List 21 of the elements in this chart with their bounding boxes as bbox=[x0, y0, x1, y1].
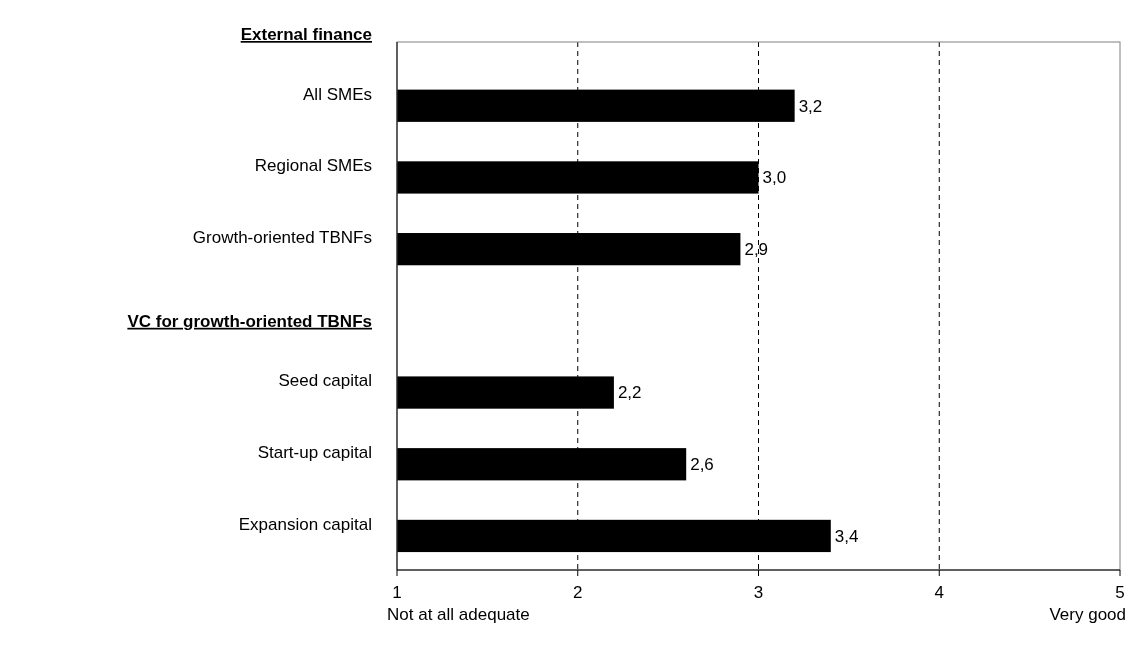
y-tick-label: Expansion capital bbox=[238, 514, 372, 534]
x-tick-label: 1 bbox=[392, 583, 402, 602]
y-tick-label: Regional SMEs bbox=[254, 156, 372, 176]
data-label: 3,0 bbox=[762, 168, 787, 188]
text: Not at all adequate bbox=[387, 605, 530, 624]
data-label: 2,9 bbox=[744, 240, 769, 260]
y-tick-label: All SMEs bbox=[303, 84, 372, 104]
data-label: 2,6 bbox=[690, 455, 714, 475]
y-tick-label: Seed capital bbox=[278, 371, 372, 391]
y-tick-label: VC for growth-oriented TBNFs bbox=[127, 311, 372, 331]
data-label: 3,2 bbox=[798, 96, 823, 116]
y-tick-label: Growth-oriented TBNFs bbox=[192, 228, 372, 248]
x-tick-label: 5 bbox=[1115, 583, 1125, 602]
data-label: 3,4 bbox=[834, 526, 859, 546]
y-tick-label: Start-up capital bbox=[257, 443, 372, 463]
y-tick-label: External finance bbox=[240, 25, 372, 45]
x-tick-label: 2 bbox=[573, 583, 583, 602]
text: Very good bbox=[1049, 605, 1126, 624]
x-tick-label: 3 bbox=[753, 583, 764, 602]
data-label: 2,2 bbox=[617, 383, 642, 403]
x-tick-label: 4 bbox=[934, 583, 944, 602]
